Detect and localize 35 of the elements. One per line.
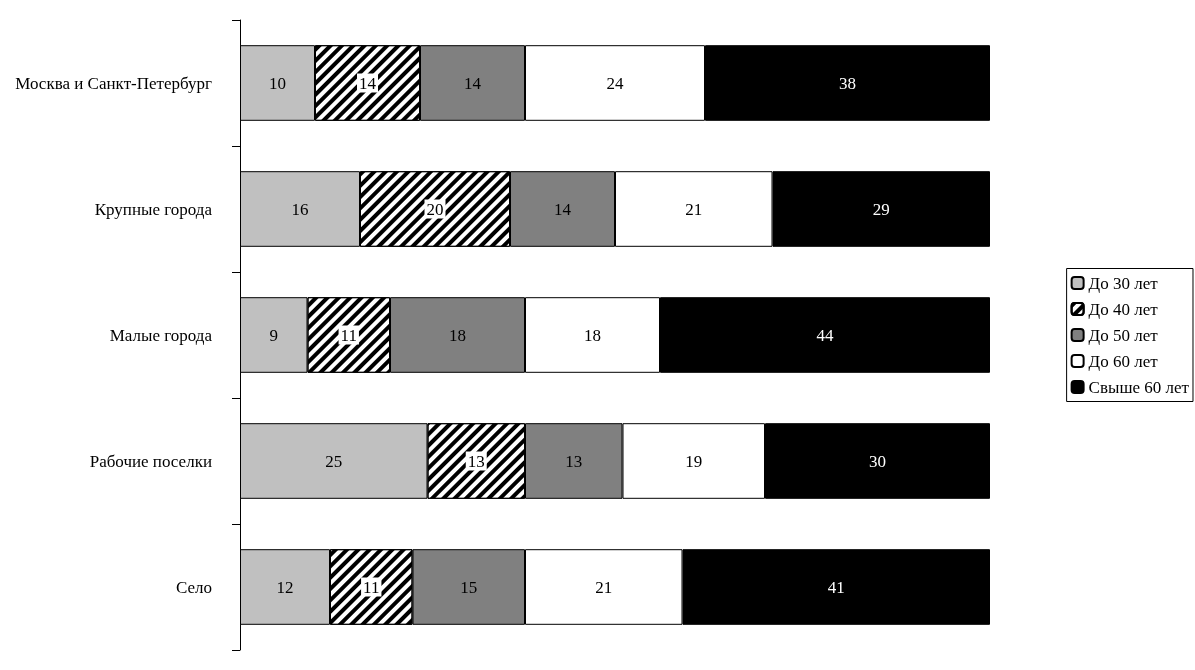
data-label: 14 — [554, 199, 572, 219]
data-label: 41 — [827, 577, 845, 597]
legend-label: До 50 лет — [1088, 325, 1159, 345]
data-label: 13 — [467, 451, 485, 471]
data-label: 10 — [269, 73, 286, 93]
data-label: 15 — [460, 577, 478, 597]
y-tick-label: Рабочие поселки — [89, 451, 212, 471]
data-label: 29 — [872, 199, 890, 219]
data-label: 18 — [584, 325, 601, 345]
y-tick-label: Село — [175, 577, 212, 597]
legend-label: До 40 лет — [1088, 299, 1159, 319]
data-label: 19 — [685, 451, 703, 471]
y-tick-label: Крупные города — [94, 199, 213, 219]
data-label: 20 — [426, 199, 444, 219]
data-label: 14 — [464, 73, 482, 93]
data-label: 21 — [685, 199, 703, 219]
data-label: 16 — [291, 199, 309, 219]
legend-label: До 30 лет — [1088, 273, 1159, 293]
data-label: 18 — [449, 325, 466, 345]
data-label: 38 — [839, 73, 856, 93]
data-label: 12 — [276, 577, 294, 597]
data-label: 25 — [325, 451, 343, 471]
data-label: 11 — [363, 577, 380, 597]
data-label: 13 — [565, 451, 583, 471]
data-label: 21 — [595, 577, 613, 597]
y-tick-label: Малые города — [109, 325, 213, 345]
legend-label: Свыше 60 лет — [1088, 377, 1190, 397]
data-label: 14 — [359, 73, 377, 93]
data-label: 30 — [869, 451, 886, 471]
data-label: 24 — [606, 73, 624, 93]
y-tick-label: Москва и Санкт-Петербург — [15, 73, 213, 93]
data-label: 11 — [340, 325, 357, 345]
data-label: 9 — [269, 325, 278, 345]
legend-label: До 60 лет — [1088, 351, 1159, 371]
data-label: 44 — [816, 325, 834, 345]
